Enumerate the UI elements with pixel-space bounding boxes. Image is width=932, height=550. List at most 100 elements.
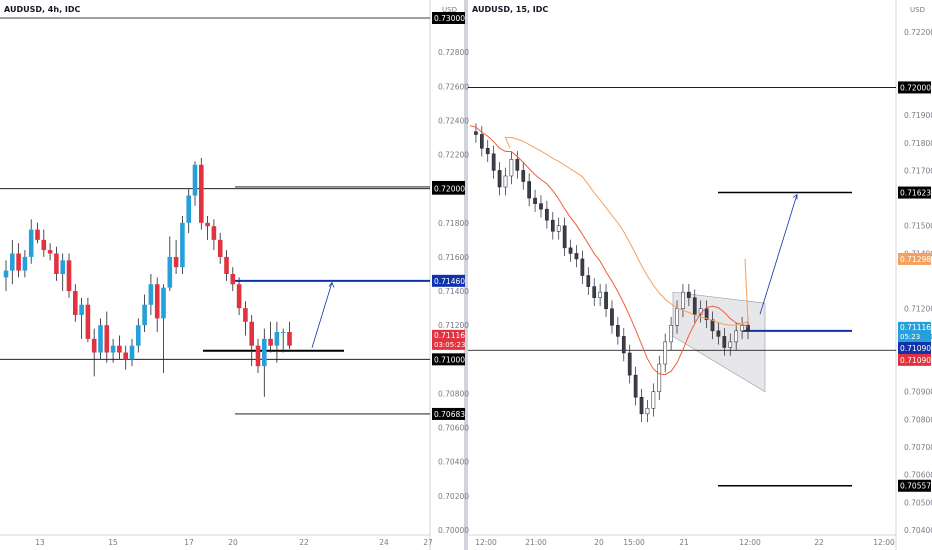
left-candle-body [41, 239, 47, 251]
left-current-price-label: 0.71116 [434, 331, 465, 340]
left-candle-body [268, 338, 273, 346]
right-y-tick-label: 0.70500 [904, 498, 932, 507]
right-candle-body [491, 153, 496, 171]
right-candle-body [716, 330, 721, 337]
left-candle-body [280, 332, 286, 334]
right-candle-body [545, 208, 549, 221]
left-current-price-bg [432, 329, 465, 350]
right-candle-body [574, 253, 579, 260]
right-candle-body [657, 363, 662, 392]
left-candle-body [91, 338, 97, 353]
right-candle-body [621, 336, 626, 354]
right-candle-body [556, 225, 561, 232]
left-candle-body [35, 229, 40, 240]
right-y-tick-label: 0.71500 [904, 222, 932, 231]
left-x-tick-label: 13 [35, 538, 45, 547]
right-countdown-label: 05:23 [900, 333, 920, 341]
left-candle-body [73, 291, 78, 315]
right-x-tick-label: 12:00 [873, 538, 895, 547]
left-candle-body [224, 256, 229, 274]
right-candle-body [681, 291, 685, 309]
right-x-tick-label: 15:00 [623, 538, 645, 547]
panel-divider[interactable] [464, 0, 468, 550]
left-candle-body [230, 274, 236, 285]
right-candle-body [610, 308, 614, 326]
right-ma-tag: 0.71298 [900, 255, 931, 264]
left-candle-body [3, 270, 9, 278]
right-x-tick-label: 20 [594, 538, 604, 547]
left-level-tag-bg [432, 407, 465, 420]
left-candle-body [211, 226, 217, 240]
left-candle-body [47, 250, 53, 254]
right-x-tick-label: 12:00 [475, 538, 497, 547]
right-level-tag: 0.72000 [900, 83, 931, 92]
left-y-tick-label: 0.70600 [438, 424, 469, 433]
right-x-tick-label: 21 [679, 538, 689, 547]
right-x-tick-label: 12:00 [739, 538, 761, 547]
left-candle-body [117, 345, 122, 353]
left-target-tag-bg [432, 274, 465, 287]
right-candle-body [639, 396, 644, 415]
left-y-tick-label: 0.71800 [438, 219, 469, 228]
right-candle-body [651, 391, 656, 409]
right-y-tick-label: 0.71200 [904, 305, 932, 314]
left-candle-body [180, 222, 185, 268]
right-y-tick-label: 0.70700 [904, 443, 932, 452]
right-extra-tag-blue-bg [898, 341, 931, 354]
left-candle-body [167, 256, 173, 288]
left-y-tick-label: 0.72600 [438, 82, 469, 91]
left-x-tick-label: 15 [108, 538, 118, 547]
right-candle-body [568, 247, 573, 254]
left-candle-body [16, 253, 21, 271]
left-candle-body [243, 308, 248, 322]
left-candle-body [85, 304, 91, 339]
left-candle-body [262, 338, 267, 367]
right-candle-body [669, 325, 673, 343]
right-candle-body [533, 197, 537, 204]
left-y-tick-label: 0.70400 [438, 458, 469, 467]
right-extra-tag-red: 0.71090 [900, 356, 931, 365]
left-candle-body [154, 284, 160, 319]
right-candle-body [515, 159, 520, 171]
left-y-tick-label: 0.70800 [438, 389, 469, 398]
right-level-tag-bg [898, 186, 931, 199]
left-x-tick-label: 17 [184, 538, 194, 547]
right-y-tick-label: 0.71900 [904, 111, 932, 120]
left-y-tick-label: 0.71400 [438, 287, 469, 296]
left-y-tick-label: 0.72800 [438, 48, 469, 57]
right-candle-body [710, 319, 715, 332]
left-level-tag-bg [432, 12, 465, 24]
right-candle-body [675, 308, 679, 326]
right-candle-body [728, 341, 733, 348]
left-candle-body [10, 253, 15, 271]
left-candle-body [136, 325, 141, 346]
right-ma-slow [504, 136, 749, 326]
left-countdown-label: 03:05:23 [434, 341, 465, 349]
left-y-tick-label: 0.72400 [438, 116, 469, 125]
right-x-tick-label: 22 [814, 538, 824, 547]
right-candle-body [633, 374, 638, 398]
left-candle-body [28, 229, 34, 257]
right-projection-arrow [759, 194, 798, 315]
left-currency-label: USD [442, 6, 457, 14]
right-candle-body [485, 148, 490, 155]
left-x-tick-label: 24 [379, 538, 389, 547]
right-y-tick-label: 0.72200 [904, 28, 932, 37]
right-y-tick-label: 0.70600 [904, 471, 932, 480]
right-extra-tag-blue: 0.71090 [900, 344, 931, 353]
left-candle-body [66, 260, 72, 292]
left-candle-body [142, 304, 147, 326]
left-y-tick-label: 0.72200 [438, 151, 469, 160]
left-candle-body [173, 256, 179, 268]
right-level-tag-bg [898, 81, 931, 94]
right-candle-body [550, 219, 555, 232]
right-y-tick-label: 0.70400 [904, 526, 932, 535]
right-candle-body [503, 175, 508, 188]
left-candle-body [22, 256, 28, 271]
right-candle-body [722, 336, 727, 348]
left-candle-body [249, 321, 254, 346]
left-x-tick-label: 20 [228, 538, 238, 547]
left-candle-body [236, 284, 242, 309]
right-candle-body [645, 408, 650, 415]
